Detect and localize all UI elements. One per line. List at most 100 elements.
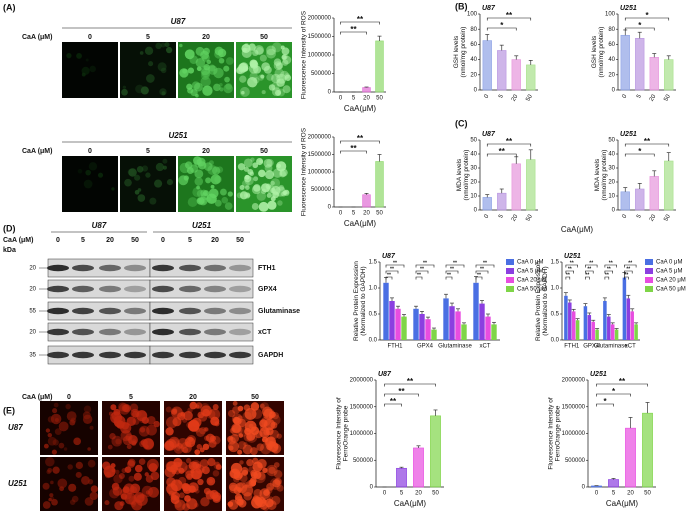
cell-blob: [260, 74, 265, 79]
blot-band: [72, 351, 94, 359]
cell-blob: [82, 411, 91, 420]
significance-label: *: [645, 11, 649, 20]
bar: [568, 302, 572, 340]
cell-blob: [115, 469, 120, 475]
bar: [375, 161, 384, 208]
cell-blob: [171, 491, 180, 501]
significance-bracket: [340, 150, 367, 154]
cell-blob: [259, 403, 265, 409]
cell-blob: [195, 93, 199, 98]
cell-blob: [277, 200, 283, 206]
blot-band: [204, 307, 226, 315]
cell-blob: [48, 497, 52, 502]
cell-line-title: U87: [171, 17, 186, 26]
x-tick-label: 5: [498, 213, 505, 219]
cell-blob: [273, 462, 280, 468]
x-tick-label: 5: [498, 93, 505, 99]
y-axis-label: GSH levels: [591, 35, 598, 68]
y-tick-label: 0: [474, 88, 478, 94]
cell-blob: [153, 420, 160, 428]
cell-blob: [49, 493, 54, 498]
bar: [583, 306, 588, 340]
y-axis-label: (Normalized to GAPDH): [360, 266, 367, 335]
cell-blob: [195, 58, 206, 68]
significance-bracket: [604, 270, 613, 274]
cell-blob: [190, 469, 195, 474]
cell-blob: [253, 488, 263, 498]
cell-blob: [276, 163, 282, 168]
cell-blob: [87, 447, 91, 451]
x-tick-label: FTH1: [564, 344, 580, 350]
cell-blob: [131, 440, 137, 446]
cell-blob: [57, 478, 68, 489]
cell-blob: [81, 476, 90, 485]
x-tick-label: 0: [621, 93, 628, 99]
y-tick-label: 2000000: [350, 378, 374, 384]
legend-swatch: [506, 268, 514, 274]
cell-blob: [187, 67, 195, 74]
y-tick-label: 60: [608, 42, 615, 48]
cell-blob: [200, 189, 208, 197]
y-tick-label: 60: [470, 42, 477, 48]
blot-band: [229, 285, 251, 293]
cell-blob: [200, 50, 209, 60]
cell-blob: [160, 67, 167, 74]
cell-blob: [200, 76, 211, 87]
blot-band: [179, 351, 201, 359]
bar: [587, 315, 592, 340]
cell-blob: [182, 68, 188, 74]
significance-label: **: [420, 266, 424, 272]
concentration-label: 0: [161, 237, 165, 244]
bar: [395, 308, 401, 340]
cell-blob: [42, 482, 50, 490]
x-tick-label: 5: [636, 213, 643, 219]
concentration-label: 20: [202, 34, 210, 41]
cell-blob: [187, 197, 198, 207]
cell-blob: [145, 172, 151, 178]
cell-blob: [155, 162, 165, 172]
cell-blob: [128, 475, 135, 482]
bar: [473, 282, 479, 340]
significance-label: **: [566, 272, 570, 278]
kda-marker: 20: [29, 330, 36, 336]
significance-label: **: [589, 260, 593, 266]
blot-band: [47, 264, 69, 272]
cell-blob: [166, 179, 174, 186]
cell-blob: [271, 87, 281, 97]
blot-band: [204, 351, 226, 359]
significance-label: **: [570, 260, 574, 266]
cell-blob: [173, 443, 185, 454]
cell-blob: [73, 437, 81, 446]
significance-bracket: [486, 153, 517, 157]
cell-blob: [258, 169, 266, 178]
x-tick-label: 0: [339, 96, 343, 102]
cell-blob: [126, 444, 132, 450]
concentration-label: 50: [131, 237, 139, 244]
cell-blob: [256, 191, 267, 201]
y-tick-label: 20: [470, 72, 477, 78]
y-tick-label: 2000000: [308, 16, 332, 22]
x-tick-label: 50: [525, 213, 534, 222]
cell-blob: [276, 73, 287, 84]
bar: [413, 308, 419, 340]
unit-label: kDa: [3, 247, 16, 254]
significance-label: *: [638, 21, 642, 30]
cell-blob: [148, 486, 159, 498]
blot-band: [72, 264, 94, 272]
cell-blob: [122, 85, 127, 89]
significance-bracket: [445, 270, 459, 274]
bar: [526, 159, 536, 211]
significance-label: **: [483, 260, 487, 266]
y-tick-label: 50: [608, 138, 615, 144]
cell-blob: [145, 490, 151, 495]
cell-blob: [214, 199, 222, 207]
x-tick-label: 50: [376, 211, 383, 217]
blot-band: [124, 328, 146, 336]
cell-blob: [47, 432, 53, 438]
x-tick-label: 5: [612, 491, 616, 497]
legend-swatch: [645, 277, 653, 283]
cell-blob: [134, 464, 143, 473]
cell-blob: [70, 417, 77, 424]
significance-label: **: [587, 266, 591, 272]
panel-label: (A): [3, 2, 16, 12]
